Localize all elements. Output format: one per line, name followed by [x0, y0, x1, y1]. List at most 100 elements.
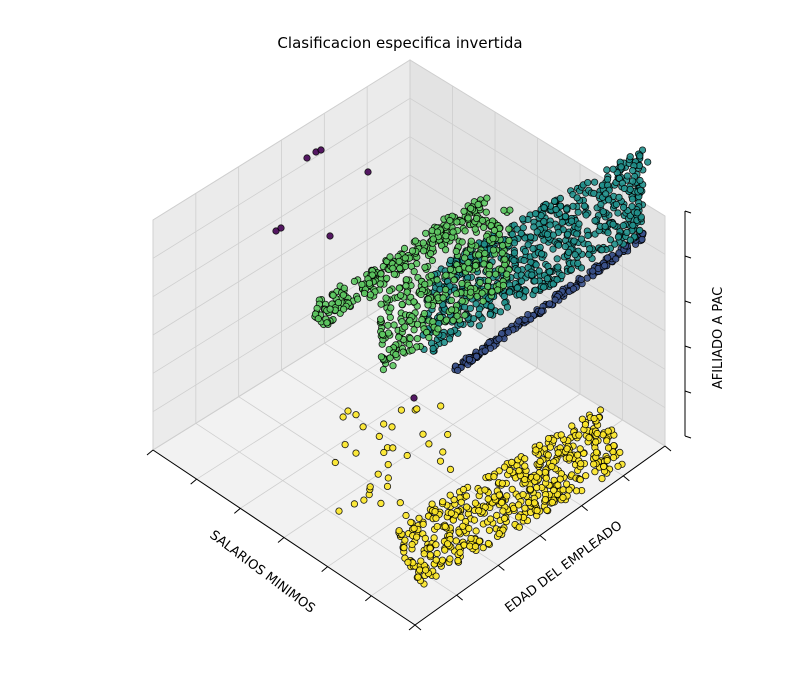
data-point-yellow: [550, 486, 558, 494]
data-point-teal: [575, 220, 583, 228]
z-tick: [684, 210, 692, 214]
data-point-teal: [531, 277, 539, 285]
data-point-teal: [582, 211, 590, 219]
data-point-green: [442, 316, 450, 324]
data-point-green: [424, 295, 432, 303]
data-point-green: [447, 306, 456, 314]
data-point-yellow: [470, 516, 478, 524]
data-point-green: [489, 235, 497, 243]
data-point-teal: [524, 241, 532, 249]
data-point-green: [378, 330, 386, 338]
data-point-teal: [429, 344, 437, 353]
data-point-yellow: [481, 486, 489, 494]
data-point-yellow: [503, 492, 511, 500]
data-point-green: [429, 235, 437, 243]
data-point-yellow: [582, 472, 590, 480]
data-point-teal: [602, 190, 610, 198]
data-point-teal: [561, 212, 570, 220]
y-tick: [456, 594, 463, 601]
data-point-yellow: [498, 479, 506, 487]
data-point-teal: [540, 283, 548, 291]
data-point-outlier: [277, 224, 285, 232]
data-point-yellow: [581, 420, 590, 429]
data-point-teal: [540, 218, 548, 226]
data-point-teal: [636, 186, 645, 194]
data-point-teal: [537, 250, 546, 258]
chart-title: Clasificacion especifica invertida: [277, 34, 522, 52]
data-point-green: [481, 249, 489, 257]
data-point-green: [402, 282, 410, 290]
data-point-green: [499, 281, 507, 289]
data-point-yellow: [514, 513, 523, 521]
data-point-yellow: [500, 514, 509, 523]
data-point-blue: [515, 317, 523, 325]
data-point-yellow: [543, 506, 551, 514]
axis-ticks: [146, 210, 692, 631]
data-point-green: [410, 298, 418, 306]
data-point-green: [464, 214, 472, 222]
data-point-teal: [633, 209, 641, 217]
data-point-green: [395, 333, 403, 341]
data-point-blue: [638, 235, 646, 243]
data-point-teal: [521, 247, 530, 255]
data-point-yellow: [432, 514, 440, 522]
data-point-yellow: [454, 556, 462, 565]
data-point-teal: [567, 217, 576, 225]
data-point-green: [383, 274, 391, 282]
data-point-teal: [614, 209, 622, 217]
data-point-green: [326, 305, 334, 313]
data-point-yellow: [410, 524, 418, 533]
data-point-yellow: [446, 491, 454, 499]
data-point-yellow: [412, 533, 421, 541]
data-point-teal: [604, 229, 612, 237]
data-point-green: [314, 315, 322, 323]
data-point-green: [428, 256, 436, 265]
data-point-green: [417, 290, 425, 299]
data-point-green: [410, 267, 418, 276]
data-point-blue: [612, 255, 620, 263]
data-point-teal: [535, 267, 543, 275]
data-point-green: [422, 229, 430, 237]
data-point-yellow: [384, 460, 392, 469]
data-point-yellow: [425, 440, 433, 448]
data-point-green: [452, 247, 460, 255]
data-point-green: [427, 271, 435, 279]
data-point-yellow: [446, 555, 454, 563]
data-point-green: [458, 297, 466, 305]
data-point-yellow: [591, 468, 599, 476]
data-point-green: [452, 290, 460, 298]
data-point-yellow: [475, 537, 483, 545]
data-point-yellow: [484, 539, 492, 548]
data-point-green: [382, 294, 390, 302]
data-point-green: [449, 228, 457, 236]
data-point-teal: [603, 166, 611, 174]
data-point-yellow: [498, 498, 506, 507]
data-point-teal: [619, 203, 628, 211]
data-point-green: [453, 218, 461, 226]
data-point-teal: [626, 236, 634, 244]
data-point-teal: [584, 179, 592, 187]
data-point-green: [489, 246, 497, 254]
data-point-teal: [636, 226, 644, 234]
data-point-yellow: [420, 550, 428, 558]
data-point-teal: [571, 251, 579, 259]
data-point-yellow: [598, 474, 606, 483]
data-point-teal: [475, 322, 483, 330]
data-point-yellow: [554, 449, 562, 457]
data-point-yellow: [462, 492, 471, 500]
data-point-green: [497, 266, 506, 274]
data-point-teal: [515, 290, 524, 299]
data-point-yellow: [596, 406, 605, 414]
data-point-green: [482, 208, 490, 216]
data-point-yellow: [396, 499, 404, 507]
data-point-green: [441, 285, 450, 294]
data-point-teal: [543, 275, 551, 283]
data-point-blue: [472, 352, 481, 360]
data-point-teal: [563, 230, 572, 238]
data-point-green: [401, 254, 409, 262]
data-point-yellow: [465, 524, 473, 533]
data-point-blue: [615, 249, 623, 257]
data-point-teal: [550, 197, 559, 205]
data-point-teal: [628, 195, 637, 203]
data-point-teal: [558, 271, 566, 280]
